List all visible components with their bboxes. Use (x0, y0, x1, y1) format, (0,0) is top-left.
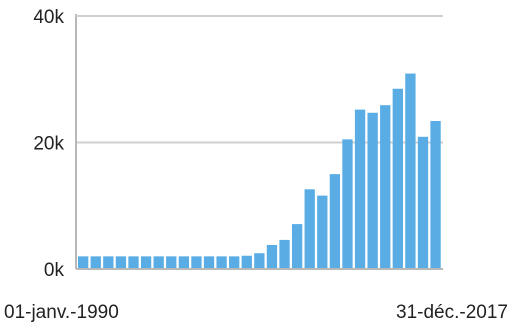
bar-1998[interactable] (178, 256, 190, 269)
bar-2003[interactable] (241, 255, 252, 269)
bar-2001[interactable] (216, 256, 227, 269)
bar-1996[interactable] (153, 256, 164, 269)
y-tick-label-40k: 40k (33, 7, 64, 28)
x-end-label: 31-déc.-2017 (396, 302, 508, 323)
bar-2013[interactable] (367, 112, 378, 270)
bar-2000[interactable] (203, 256, 215, 269)
bar-1999[interactable] (191, 256, 202, 269)
bar-2002[interactable] (229, 256, 240, 269)
bars-layer (78, 73, 441, 270)
bar-1994[interactable] (128, 256, 139, 269)
labels-layer: 01-janv.-1990 31-déc.-2017 0k 20k 40k (4, 7, 508, 323)
bar-1995[interactable] (140, 256, 152, 269)
bar-2015[interactable] (392, 88, 403, 270)
bar-2007[interactable] (291, 224, 303, 269)
y-tick-label-20k: 20k (33, 134, 64, 155)
bar-extra-28[interactable] (430, 121, 441, 269)
axis-layer (75, 14, 443, 270)
bar-1991[interactable] (90, 256, 101, 269)
bar-2009[interactable] (317, 195, 328, 269)
bar-1992[interactable] (103, 256, 114, 269)
bar-2008[interactable] (304, 189, 315, 269)
bar-1993[interactable] (115, 256, 127, 269)
bar-1990[interactable] (78, 256, 89, 269)
bar-2010[interactable] (329, 174, 341, 270)
bar-2017[interactable] (417, 136, 429, 269)
bar-2005[interactable] (266, 244, 278, 269)
bar-2004[interactable] (254, 253, 265, 269)
y-tick-label-0k: 0k (44, 260, 65, 281)
bar-2014[interactable] (380, 105, 391, 270)
bar-2011[interactable] (342, 139, 353, 269)
bar-2016[interactable] (405, 73, 416, 269)
bar-1997[interactable] (166, 256, 177, 269)
x-start-label: 01-janv.-1990 (4, 302, 119, 323)
bar-2006[interactable] (279, 239, 290, 269)
bar-2012[interactable] (354, 109, 366, 269)
